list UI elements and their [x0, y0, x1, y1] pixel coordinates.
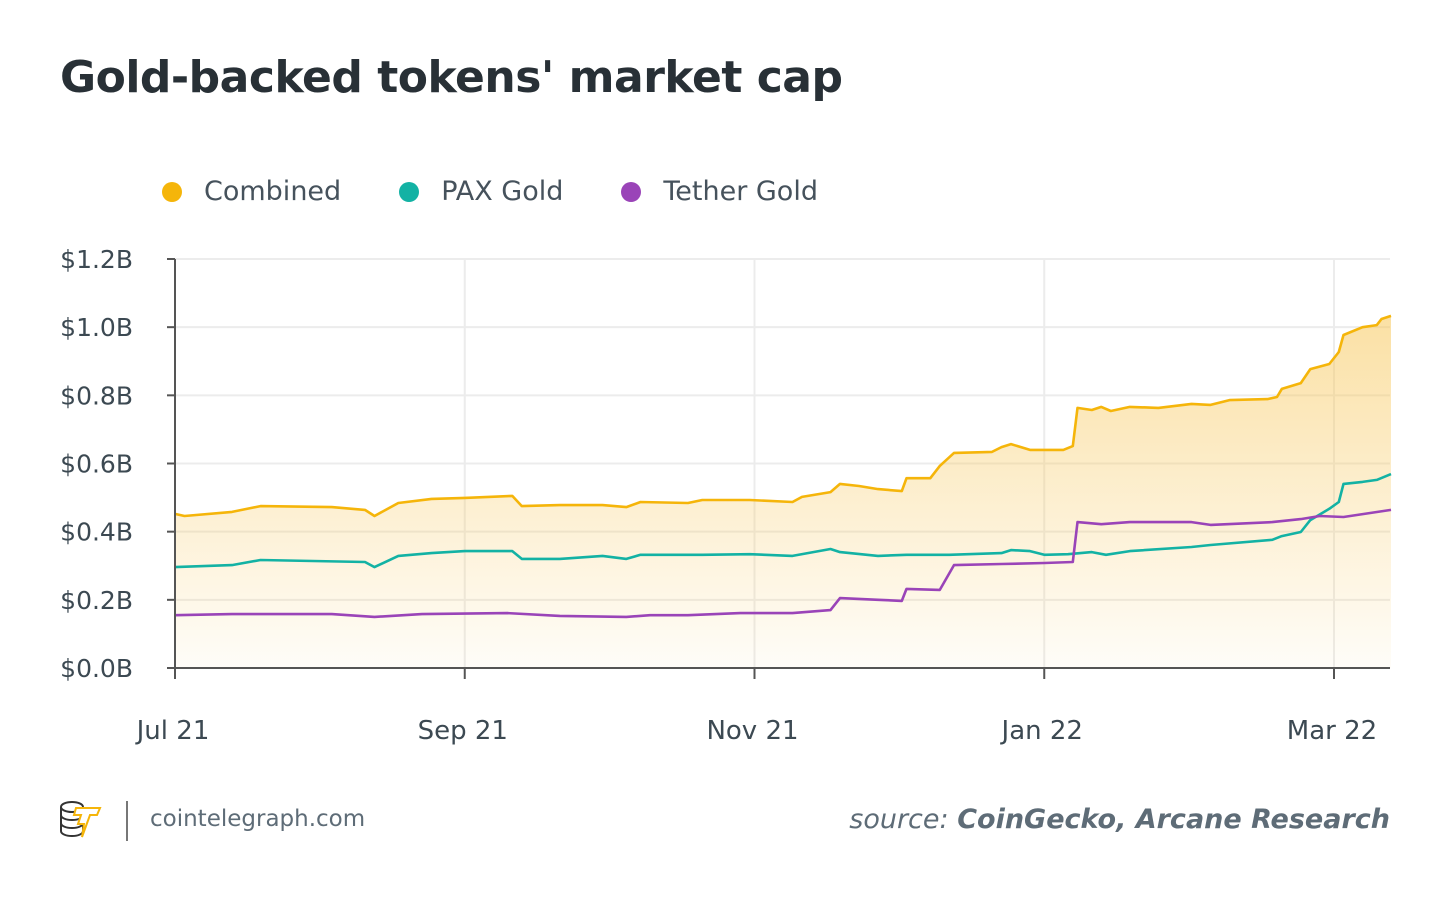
x-tick-label: Nov 21 — [706, 716, 798, 746]
source-names: CoinGecko, Arcane Research — [957, 804, 1390, 835]
x-tick-label: Jul 21 — [135, 716, 210, 746]
legend-item-combined[interactable]: Combined — [162, 176, 341, 207]
legend-dot-icon — [399, 181, 420, 202]
legend-label: Tether Gold — [663, 176, 818, 207]
legend-item-pax-gold[interactable]: PAX Gold — [399, 176, 563, 207]
legend-dot-icon — [162, 181, 182, 202]
y-tick-label: $0.6B — [60, 450, 133, 479]
footer-site-link[interactable]: cointelegraph.com — [150, 806, 366, 832]
x-tick-label: Mar 22 — [1287, 716, 1377, 746]
source-credit: source: CoinGecko, Arcane Research — [849, 804, 1390, 835]
y-tick-label: $0.8B — [60, 381, 133, 410]
y-tick-label: $1.0B — [60, 313, 133, 342]
series-line-combined — [174, 314, 1392, 518]
x-tick-label: Sep 21 — [418, 716, 508, 746]
y-tick-label: $0.2B — [60, 586, 133, 615]
y-tick-label: $1.2B — [60, 245, 133, 274]
x-tick-label: Jan 22 — [1000, 716, 1083, 746]
area-combined — [175, 315, 1391, 668]
legend-dot-icon — [621, 181, 642, 202]
legend: Combined PAX Gold Tether Gold — [162, 176, 876, 207]
legend-label: Combined — [204, 176, 342, 207]
series-line-pax-gold — [174, 472, 1392, 569]
footer-divider — [126, 801, 128, 841]
legend-item-tether-gold[interactable]: Tether Gold — [621, 176, 818, 207]
y-tick-label: $0.0B — [60, 654, 133, 683]
source-prefix: source: — [849, 804, 949, 835]
y-tick-label: $0.4B — [60, 518, 133, 547]
series-line-tether-gold — [174, 508, 1392, 619]
chart-title: Gold-backed tokens' market cap — [60, 52, 843, 103]
legend-label: PAX Gold — [441, 176, 564, 207]
